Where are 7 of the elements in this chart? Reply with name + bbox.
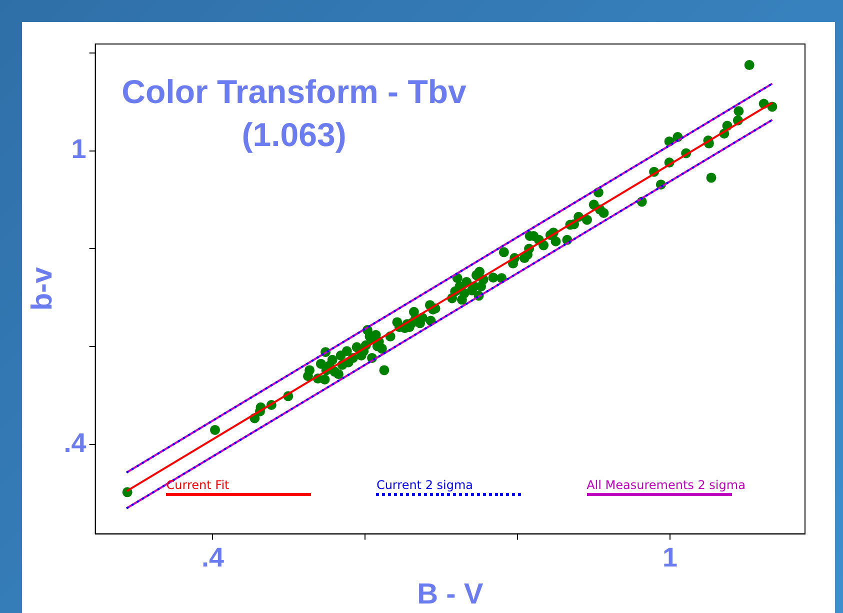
text: Color Transform - Tbv [122,73,468,110]
x-axis-title: B - V [417,578,484,611]
text: Current 2 sigma [376,478,474,492]
text: All Measurements 2 sigma [586,478,746,492]
y-axis-title: b-v [26,267,58,311]
text: (1.063) [242,116,346,154]
series-label: Current Fit [166,478,230,492]
